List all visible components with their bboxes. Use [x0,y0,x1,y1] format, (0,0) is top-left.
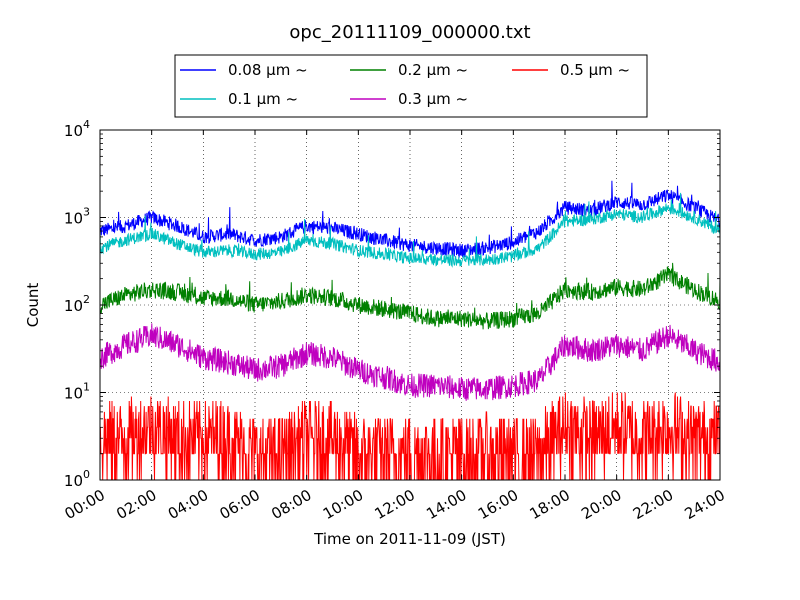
series-line [99,192,721,268]
chart-title: opc_20111109_000000.txt [289,22,530,43]
y-tick-label: 101 [64,381,90,403]
legend-label: 0.3 μm ~ [398,90,468,108]
axis-ticks [99,129,721,481]
y-tick-label: 102 [64,293,90,315]
legend-box [174,54,648,118]
y-tick-label: 100 [64,468,90,490]
y-tick-label: 103 [64,206,90,228]
legend-label: 0.2 μm ~ [398,61,468,79]
legend-label: 0.1 μm ~ [228,90,298,108]
legend-label: 0.08 μm ~ [228,61,308,79]
grid [100,130,720,480]
x-axis-label: Time on 2011-11-09 (JST) [313,530,506,548]
y-tick-label: 104 [64,118,90,140]
legend: 0.08 μm ~ 0.1 μm ~ 0.2 μm ~ 0.3 μm ~ 0.5 μm … [174,54,648,118]
series-line [99,323,721,401]
series-line [99,180,721,259]
y-axis-label: Count [24,283,42,328]
legend-label: 0.5 μm ~ [560,61,630,79]
series-line [99,262,721,330]
y-tick-labels: 100 101 102 103 104 [64,118,90,490]
